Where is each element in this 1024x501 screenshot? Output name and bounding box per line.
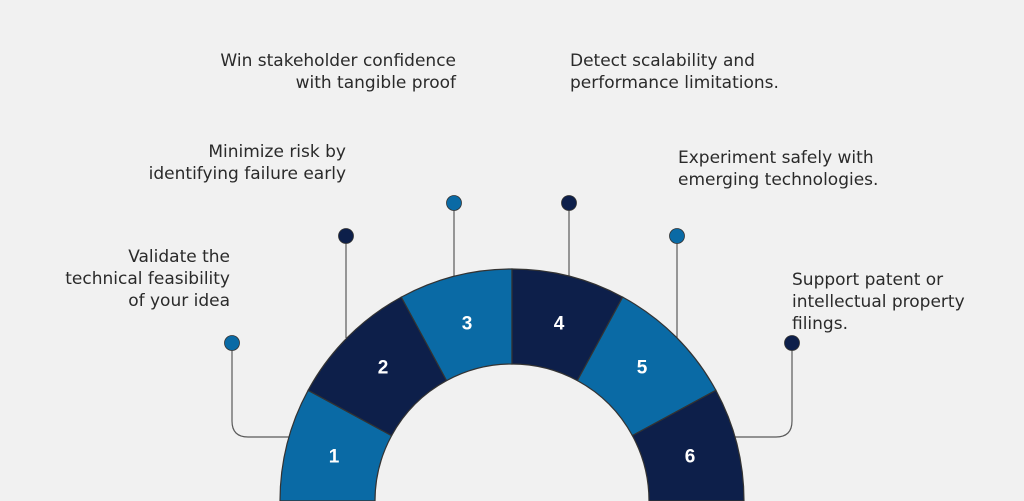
step-6-label: Support patent or intellectual property … (792, 270, 965, 334)
connector-line-1 (231, 343, 292, 438)
step-3-label: Win stakeholder confidence with tangible… (220, 51, 456, 93)
connector-dot-1 (224, 335, 240, 351)
step-number-5: 5 (637, 358, 648, 379)
step-4-label: Detect scalability and performance limit… (570, 51, 779, 93)
step-5-label: Experiment safely with emerging technolo… (678, 148, 879, 190)
connector-dot-3 (446, 195, 462, 211)
connector-dot-6 (784, 335, 800, 351)
connector-dots (224, 195, 800, 351)
connector-line-6 (732, 343, 793, 438)
connector-dot-2 (338, 228, 354, 244)
step-number-3: 3 (462, 314, 473, 335)
step-1-label: Validate the technical feasibility of yo… (65, 247, 230, 311)
step-numbers: 1 2 3 4 5 6 (329, 314, 696, 468)
connector-lines (231, 203, 793, 438)
step-number-1: 1 (329, 447, 340, 468)
step-number-2: 2 (378, 358, 389, 379)
connector-dot-4 (561, 195, 577, 211)
step-number-6: 6 (685, 447, 696, 468)
connector-dot-5 (669, 228, 685, 244)
step-number-4: 4 (554, 314, 565, 335)
step-2-label: Minimize risk by identifying failure ear… (148, 142, 346, 184)
arch-segments (279, 268, 745, 501)
